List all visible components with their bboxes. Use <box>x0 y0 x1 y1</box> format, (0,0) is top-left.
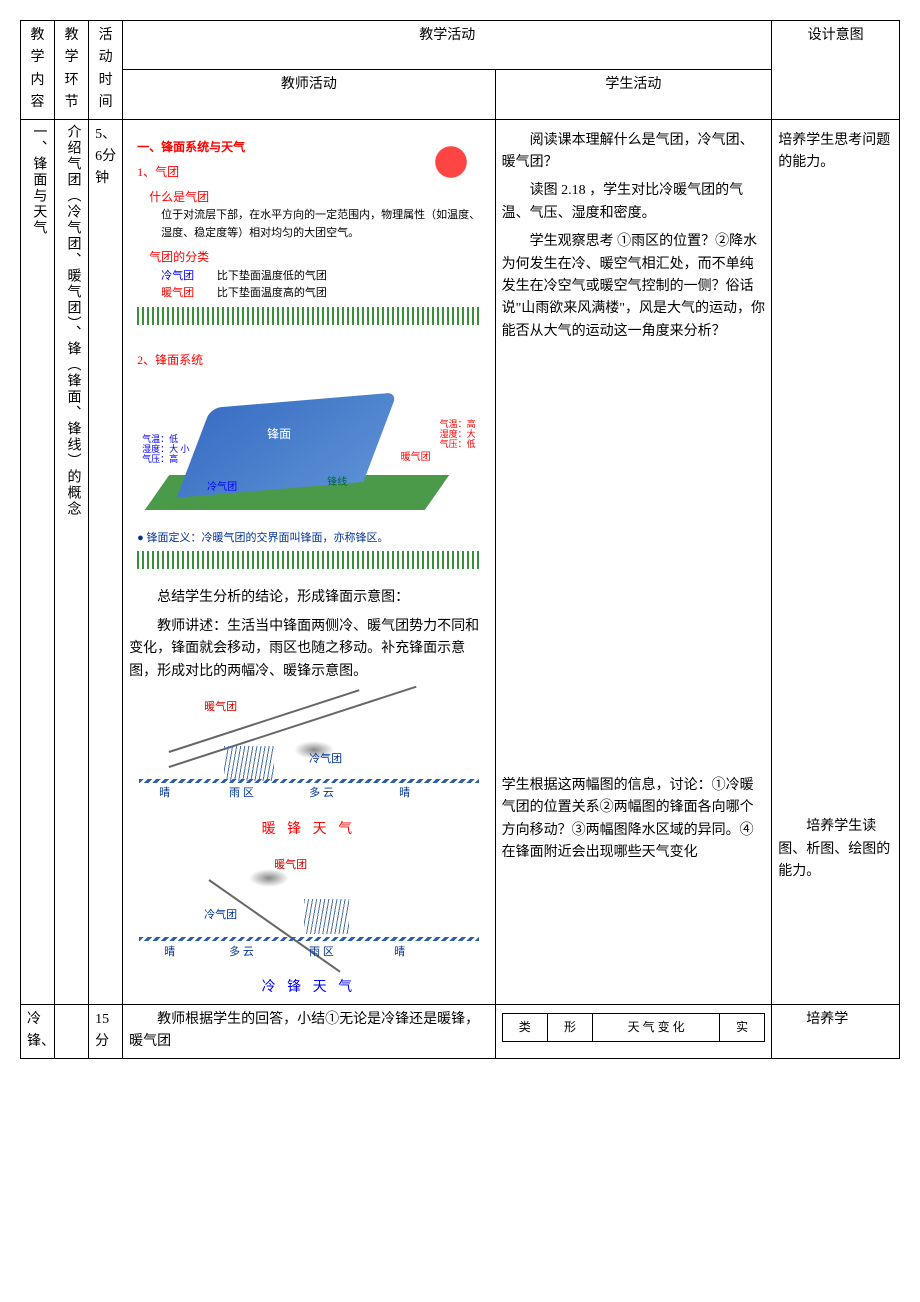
cf-rain-icon <box>304 899 349 934</box>
lesson-plan-table: 教学内容 教学环节 活动时间 教学活动 设计意图 教师活动 学生活动 一、锋面与… <box>20 20 900 1059</box>
student-cell-2: 类 形 天 气 变 化 实 <box>495 1004 772 1058</box>
wf-ground-line <box>139 779 478 783</box>
header-content: 教学内容 <box>21 21 55 120</box>
diagram1-q1: 什么是气团 <box>149 188 480 207</box>
mini-h4: 实 <box>719 1013 764 1041</box>
grass-divider-2 <box>137 551 480 569</box>
header-student: 学生活动 <box>495 70 772 119</box>
header-row-1: 教学内容 教学环节 活动时间 教学活动 设计意图 <box>21 21 900 70</box>
teacher-cell-1: 一、锋面系统与天气 1、气团 什么是气团 位于对流层下部，在水平方向的一定范围内… <box>123 119 495 1004</box>
student-spacer <box>502 349 766 769</box>
warm-front-weather-diagram: 暖气团 冷气团 晴 雨 区 多 云 晴 <box>129 691 488 811</box>
step-cell-2 <box>55 1004 89 1058</box>
time-cell-1: 5、6分钟 <box>89 119 123 1004</box>
step-cell-1: 介绍气团（冷气团、暖气团）、锋（锋面、锋线）的概念 <box>55 119 89 1004</box>
design-para-1: 培养学生思考问题的能力。 <box>778 130 893 175</box>
cf-clear1: 晴 <box>164 944 175 962</box>
teacher-para-1: 总结学生分析的结论，形成锋面示意图： <box>129 587 488 609</box>
content-row-1: 一、锋面与天气 介绍气团（冷气团、暖气团）、锋（锋面、锋线）的概念 5、6分钟 … <box>21 119 900 1004</box>
header-teacher-text: 教师活动 <box>281 77 337 92</box>
warm-front-title: 暖 锋 天 气 <box>129 819 488 841</box>
front-3d-illustration: 气温：低 湿度：大 小 气压：高 气温：高 湿度：大 气压：低 锋面 锋线 冷气… <box>137 380 480 520</box>
front-def-text: 锋面定义：冷暖气团的交界面叫锋面，亦称锋区。 <box>147 532 389 544</box>
content-row-2: 冷锋、 15分 教师根据学生的回答，小结①无论是冷锋还是暖锋，暖气团 类 形 天… <box>21 1004 900 1058</box>
content-text-2: 冷锋、 <box>27 1012 55 1049</box>
student-para-2: 读图 2.18 ，学生对比冷暖气团的气温、气压、湿度和密度。 <box>502 180 766 225</box>
time-text-2: 15分 <box>95 1012 109 1049</box>
mini-table-row: 类 形 天 气 变 化 实 <box>502 1013 765 1041</box>
header-teacher: 教师活动 <box>123 70 495 119</box>
content-text-1: 一、锋面与天气 <box>27 124 49 236</box>
warm-mass-label: 暖气团 <box>161 287 194 299</box>
student-para-3: 学生观察思考 ①雨区的位置？②降水为何发生在冷、暖空气相汇处，而不单纯发生在冷空… <box>502 231 766 343</box>
warm-side-labels: 气温：高 湿度：大 气压：低 <box>440 420 476 450</box>
time-cell-2: 15分 <box>89 1004 123 1058</box>
teacher-cell-2: 教师根据学生的回答，小结①无论是冷锋还是暖锋，暖气团 <box>123 1004 495 1058</box>
design-spacer <box>778 180 893 810</box>
wf-cloudy: 多 云 <box>309 785 334 803</box>
mini-h3: 天 气 变 化 <box>593 1013 720 1041</box>
header-time-text: 活动时间 <box>99 28 113 110</box>
content-cell-1: 一、锋面与天气 <box>21 119 55 1004</box>
warm-mass-3d: 暖气团 <box>401 450 431 466</box>
cold-mass-label: 冷气团 <box>161 270 194 282</box>
header-content-text: 教学内容 <box>31 28 45 110</box>
wf-clear2: 晴 <box>399 785 410 803</box>
air-mass-diagram: 一、锋面系统与天气 1、气团 什么是气团 位于对流层下部，在水平方向的一定范围内… <box>129 130 488 337</box>
cf-ground-line <box>139 937 478 941</box>
header-student-text: 学生活动 <box>605 77 661 92</box>
grass-divider-1 <box>137 307 480 325</box>
header-activity-text: 教学活动 <box>419 28 475 43</box>
header-design: 设计意图 <box>772 21 900 120</box>
design-row2-p1: 培养学 <box>778 1009 893 1031</box>
warm-p: 气压：低 <box>440 440 476 450</box>
teacher-para-2: 教师讲述：生活当中锋面两侧冷、暖气团势力不同和变化，锋面就会移动，雨区也随之移动… <box>129 616 488 683</box>
warm-rain-icon <box>224 746 274 781</box>
warm-front-line-1 <box>169 689 360 753</box>
cold-p: 气压：高 <box>142 455 189 465</box>
warm-mass-desc: 比下垫面温度高的气团 <box>217 287 327 299</box>
diagram1-desc: 位于对流层下部，在水平方向的一定范围内，物理属性（如温度、湿度、稳定度等）相对均… <box>161 207 480 242</box>
wf-rain: 雨 区 <box>229 785 254 803</box>
front-line-label: 锋线 <box>327 475 347 491</box>
header-activity: 教学活动 <box>123 21 772 70</box>
cold-mass-desc: 比下垫面温度低的气团 <box>217 270 327 282</box>
sun-icon <box>421 138 481 178</box>
diagram1-class: 气团的分类 <box>149 248 480 267</box>
design-para-2: 培养学生读图、析图、绘图的能力。 <box>778 816 893 883</box>
diagram2-sec2: 2、锋面系统 <box>137 351 480 370</box>
student-para-1: 阅读课本理解什么是气团，冷气团、暖气团？ <box>502 130 766 175</box>
cf-clear2: 晴 <box>394 944 405 962</box>
wf-warm-mass: 暖气团 <box>204 699 237 717</box>
front-system-diagram: 2、锋面系统 气温：低 湿度：大 小 气压：高 气温：高 湿度：大 气压：低 锋… <box>129 343 488 582</box>
cf-cloudy: 多 云 <box>229 944 254 962</box>
header-step-text: 教学环节 <box>65 28 79 110</box>
student-para-4: 学生根据这两幅图的信息，讨论：①冷暖气团的位置关系②两幅图的锋面各向哪个方向移动… <box>502 775 766 865</box>
step-text-1: 介绍气团（冷气团、暖气团）、锋（锋面、锋线）的概念 <box>61 124 83 517</box>
header-design-text: 设计意图 <box>808 28 864 43</box>
front-definition: ● 锋面定义：冷暖气团的交界面叫锋面，亦称锋区。 <box>137 530 480 548</box>
header-row-2: 教师活动 学生活动 <box>21 70 900 119</box>
mini-h2: 形 <box>547 1013 592 1041</box>
header-time: 活动时间 <box>89 21 123 120</box>
cf-cold-mass: 冷气团 <box>204 907 237 925</box>
cf-rain: 雨 区 <box>309 944 334 962</box>
design-cell-1: 培养学生思考问题的能力。 培养学生读图、析图、绘图的能力。 <box>772 119 900 1004</box>
wf-clear1: 晴 <box>159 785 170 803</box>
student-cell-1: 阅读课本理解什么是气团，冷气团、暖气团？ 读图 2.18 ，学生对比冷暖气团的气… <box>495 119 772 1004</box>
content-cell-2: 冷锋、 <box>21 1004 55 1058</box>
front-label: 锋面 <box>267 425 291 444</box>
time-text-1: 5、6分钟 <box>95 124 116 191</box>
weather-change-mini-table: 类 形 天 气 变 化 实 <box>502 1013 766 1042</box>
header-step: 教学环节 <box>55 21 89 120</box>
cf-warm-mass: 暖气团 <box>274 857 307 875</box>
cold-side-labels: 气温：低 湿度：大 小 气压：高 <box>142 435 189 465</box>
teacher-row2-p1: 教师根据学生的回答，小结①无论是冷锋还是暖锋，暖气团 <box>129 1009 488 1054</box>
cold-front-weather-diagram: 暖气团 冷气团 晴 多 云 雨 区 晴 <box>129 849 488 969</box>
cold-front-title: 冷 锋 天 气 <box>129 977 488 999</box>
wf-cold-mass: 冷气团 <box>309 751 342 769</box>
cold-mass-3d: 冷气团 <box>207 480 237 496</box>
design-cell-2: 培养学 <box>772 1004 900 1058</box>
mini-h1: 类 <box>502 1013 547 1041</box>
